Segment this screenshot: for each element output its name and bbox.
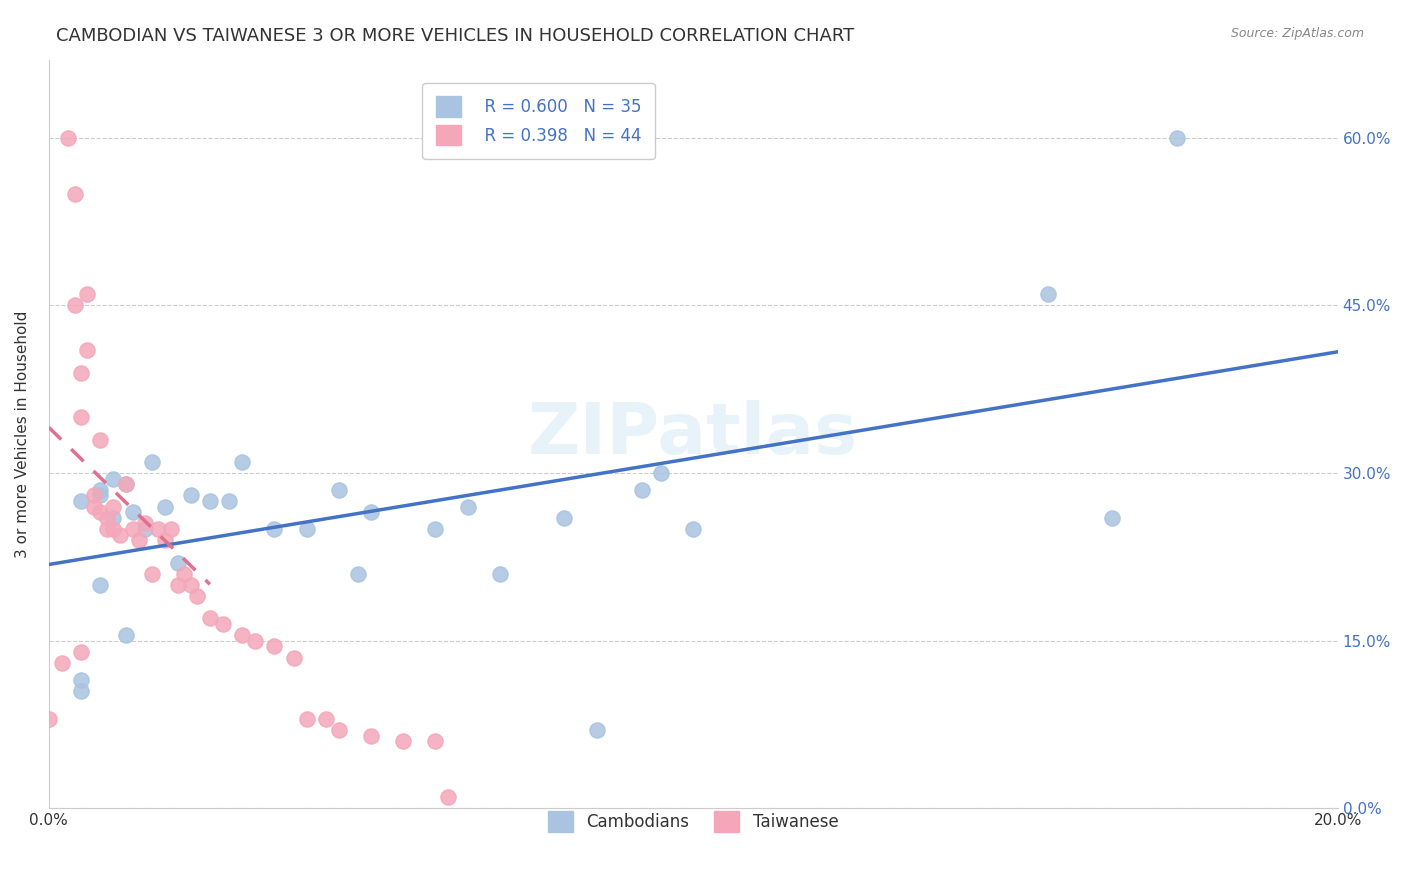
Point [63,186,86,201]
Point [328,723,350,738]
Point [682,522,704,536]
Point [328,483,350,497]
Point [103,472,125,486]
Point [76,287,98,301]
Point [83,500,105,514]
Point [211,617,233,632]
Point [148,522,170,536]
Point [360,729,382,743]
Legend: Cambodians, Taiwanese: Cambodians, Taiwanese [534,798,852,845]
Text: ZIPatlas: ZIPatlas [529,400,858,468]
Point [198,611,221,625]
Point [70,494,93,508]
Point [166,578,188,592]
Point [160,522,183,536]
Point [115,477,138,491]
Point [103,511,125,525]
Point [283,650,305,665]
Point [89,488,111,502]
Point [56,131,79,145]
Point [437,790,460,805]
Point [89,483,111,497]
Point [630,483,652,497]
Point [360,505,382,519]
Point [115,477,138,491]
Point [198,494,221,508]
Point [585,723,607,738]
Point [231,628,253,642]
Point [153,533,176,548]
Point [51,656,73,670]
Point [153,500,176,514]
Text: CAMBODIAN VS TAIWANESE 3 OR MORE VEHICLES IN HOUSEHOLD CORRELATION CHART: CAMBODIAN VS TAIWANESE 3 OR MORE VEHICLE… [56,27,855,45]
Point [103,522,125,536]
Point [70,410,93,425]
Point [89,505,111,519]
Text: Source: ZipAtlas.com: Source: ZipAtlas.com [1230,27,1364,40]
Point [166,556,188,570]
Point [1101,511,1123,525]
Point [83,488,105,502]
Point [96,522,118,536]
Point [70,684,93,698]
Point [243,633,266,648]
Point [263,640,285,654]
Point [315,712,337,726]
Point [63,298,86,312]
Point [96,511,118,525]
Point [134,516,156,531]
Point [128,533,150,548]
Point [173,566,195,581]
Point [231,455,253,469]
Point [295,522,318,536]
Point [425,522,447,536]
Point [263,522,285,536]
Point [295,712,318,726]
Point [141,455,163,469]
Point [70,673,93,687]
Point [134,522,156,536]
Point [108,527,131,541]
Point [186,589,208,603]
Point [89,578,111,592]
Point [457,500,479,514]
Point [121,522,143,536]
Point [89,433,111,447]
Point [180,488,202,502]
Point [103,500,125,514]
Point [38,712,60,726]
Point [650,466,672,480]
Point [76,343,98,358]
Point [1166,131,1188,145]
Point [489,566,512,581]
Point [392,734,415,748]
Point [115,628,138,642]
Point [553,511,575,525]
Point [1036,287,1059,301]
Point [347,566,370,581]
Point [425,734,447,748]
Point [180,578,202,592]
Y-axis label: 3 or more Vehicles in Household: 3 or more Vehicles in Household [15,310,30,558]
Point [218,494,240,508]
Point [70,366,93,380]
Point [70,645,93,659]
Point [141,566,163,581]
Point [121,505,143,519]
